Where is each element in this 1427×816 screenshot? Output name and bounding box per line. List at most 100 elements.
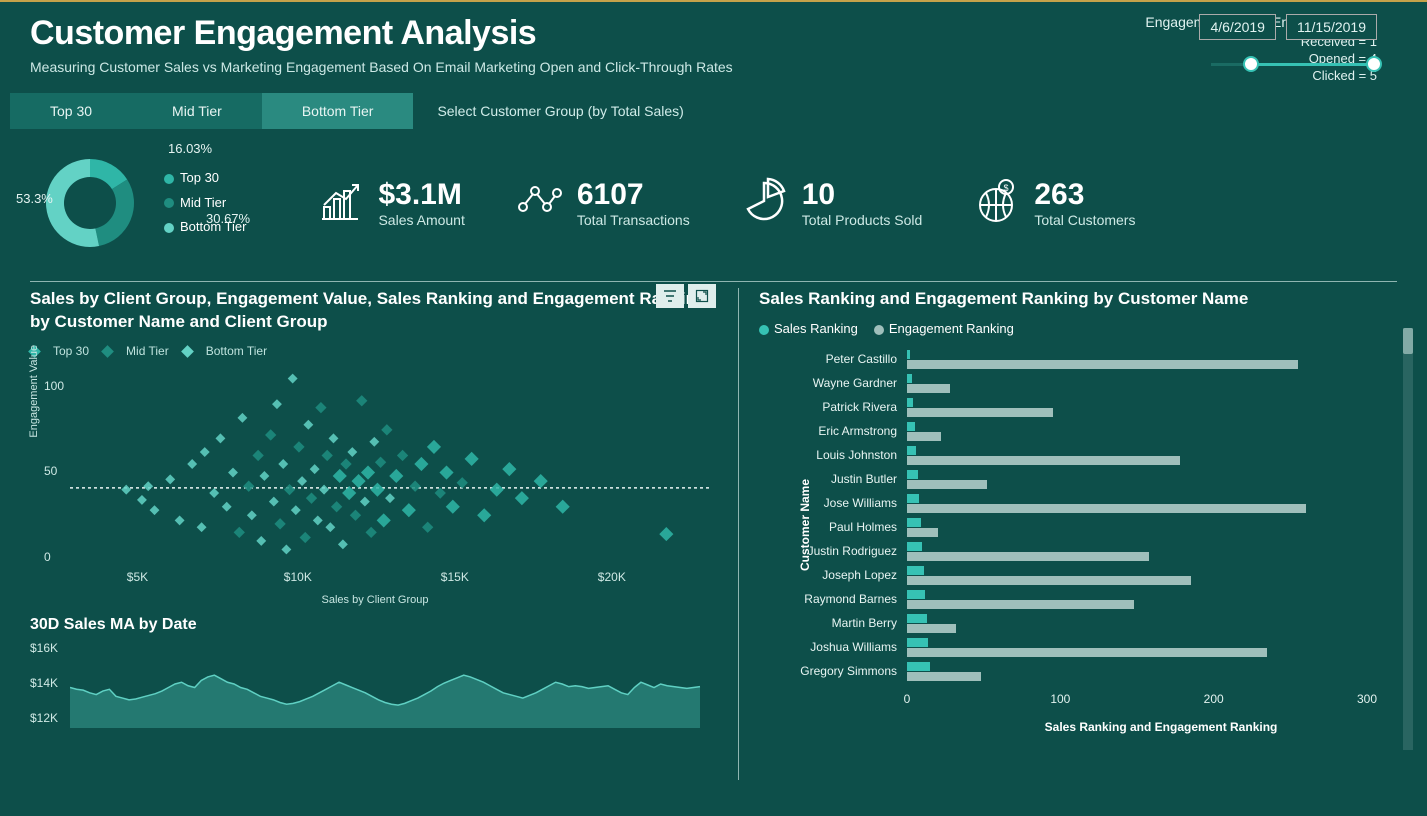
scatter-x-tick: $5K [127, 570, 148, 584]
scatter-y-label: Engagement Value [28, 345, 40, 438]
scatter-legend-item[interactable]: Mid Tier [103, 344, 169, 358]
engagement-ranking-bar [907, 432, 941, 441]
customer-name-label: Gregory Simmons [800, 664, 907, 678]
scatter-legend: Top 30Mid TierBottom Tier [30, 344, 720, 358]
title-block: Customer Engagement Analysis Measuring C… [30, 14, 733, 85]
engagement-ranking-bar [907, 360, 1298, 369]
sales-ranking-bar [907, 614, 927, 623]
ranking-row[interactable]: Paul Holmes [907, 516, 1415, 540]
engagement-ranking-bar [907, 624, 956, 633]
ranking-legend: Sales Ranking Engagement Ranking [759, 321, 1415, 336]
sales-ranking-bar [907, 518, 921, 527]
ranking-row[interactable]: Martin Berry [907, 612, 1415, 636]
focus-mode-icon[interactable] [688, 284, 716, 308]
ranking-row[interactable]: Peter Castillo [907, 348, 1415, 372]
kpi-label: Total Customers [1034, 212, 1135, 228]
right-pane: Sales Ranking and Engagement Ranking by … [738, 288, 1415, 780]
customer-name-label: Joseph Lopez [822, 568, 907, 582]
date-end-input[interactable]: 11/15/2019 [1286, 14, 1377, 40]
scatter-y-tick: 50 [44, 464, 57, 478]
ranking-row[interactable]: Justin Butler [907, 468, 1415, 492]
scatter-x-tick: $15K [441, 570, 469, 584]
right-controls: Engagement Value (Emails) - Max 10 Recei… [917, 14, 1397, 85]
engagement-ranking-bar [907, 384, 950, 393]
engagement-ranking-bar [907, 504, 1306, 513]
svg-text:$: $ [1004, 183, 1009, 193]
globe-pin-icon: $ [972, 177, 1020, 230]
sales-ranking-bar [907, 446, 916, 455]
tab-row: Top 30 Mid Tier Bottom Tier Select Custo… [0, 93, 1427, 129]
kpi-label: Total Products Sold [802, 212, 923, 228]
engagement-ranking-bar [907, 600, 1134, 609]
ranking-row[interactable]: Eric Armstrong [907, 420, 1415, 444]
scatter-svg [70, 364, 710, 574]
slider-thumb-end[interactable] [1366, 56, 1382, 72]
sales-ranking-bar [907, 566, 924, 575]
ranking-legend-item[interactable]: Engagement Ranking [874, 321, 1014, 336]
donut-pct-label: 30.67% [206, 211, 250, 226]
scatter-legend-item[interactable]: Bottom Tier [183, 344, 267, 358]
kpi-value: 263 [1034, 178, 1135, 212]
ranking-row[interactable]: Justin Rodriguez [907, 540, 1415, 564]
ranking-row[interactable]: Gregory Simmons [907, 660, 1415, 684]
donut-pct-label: 53.3% [16, 191, 53, 206]
ranking-row[interactable]: Patrick Rivera [907, 396, 1415, 420]
sales-ranking-bar [907, 422, 915, 431]
sales-ranking-bar [907, 470, 918, 479]
customer-name-label: Justin Butler [831, 472, 907, 486]
kpi-total-customers: $ 263 Total Customers [972, 177, 1135, 230]
tab-top-30[interactable]: Top 30 [10, 93, 132, 129]
scatter-chart: Engagement Value $5K$10K$15K$20K 050100 [70, 364, 710, 592]
kpi-value: 6107 [577, 178, 690, 212]
ranking-row[interactable]: Joseph Lopez [907, 564, 1415, 588]
ranking-title: Sales Ranking and Engagement Ranking by … [759, 288, 1415, 311]
customer-name-label: Raymond Barnes [804, 592, 907, 606]
engagement-ranking-bar [907, 672, 981, 681]
slider-fill [1252, 63, 1374, 66]
ranking-row[interactable]: Raymond Barnes [907, 588, 1415, 612]
kpi-container: $3.1M Sales Amount 6107 Total Transactio… [316, 177, 1135, 230]
page-title: Customer Engagement Analysis [30, 14, 733, 53]
sales-ranking-bar [907, 398, 913, 407]
scrollbar-thumb[interactable] [1403, 328, 1413, 354]
tab-bottom-tier[interactable]: Bottom Tier [262, 93, 414, 129]
area-y-tick: $12K [30, 711, 58, 725]
scatter-title: Sales by Client Group, Engagement Value,… [30, 288, 720, 334]
ranking-row[interactable]: Jose Williams [907, 492, 1415, 516]
date-start-input[interactable]: 4/6/2019 [1199, 14, 1276, 40]
group-tabs: Top 30 Mid Tier Bottom Tier [10, 93, 413, 129]
ranking-x-tick: 100 [1050, 692, 1070, 706]
area-title: 30D Sales MA by Date [30, 616, 720, 634]
page-subtitle: Measuring Customer Sales vs Marketing En… [30, 59, 733, 75]
date-slider[interactable] [1211, 54, 1381, 74]
ranking-x-tick: 0 [904, 692, 911, 706]
sales-ranking-bar [907, 542, 922, 551]
ranking-x-axis: 0100200300 [907, 692, 1415, 716]
sales-ranking-bar [907, 350, 910, 359]
ranking-x-tick: 200 [1204, 692, 1224, 706]
customer-name-label: Eric Armstrong [818, 424, 907, 438]
panel-toolbar [656, 284, 716, 308]
left-pane: Sales by Client Group, Engagement Value,… [30, 288, 720, 780]
kpi-row: Top 30Mid TierBottom Tier 16.03%30.67%53… [0, 129, 1427, 277]
tab-mid-tier[interactable]: Mid Tier [132, 93, 262, 129]
filter-icon[interactable] [656, 284, 684, 308]
kpi-total-transactions: 6107 Total Transactions [515, 177, 690, 230]
network-nodes-icon [515, 177, 563, 230]
kpi-value: $3.1M [378, 178, 464, 212]
customer-name-label: Justin Rodriguez [808, 544, 907, 558]
slider-thumb-start[interactable] [1243, 56, 1259, 72]
ranking-row[interactable]: Louis Johnston [907, 444, 1415, 468]
header: Customer Engagement Analysis Measuring C… [0, 2, 1427, 93]
ranking-row[interactable]: Wayne Gardner [907, 372, 1415, 396]
main-area: Sales by Client Group, Engagement Value,… [0, 282, 1427, 790]
kpi-label: Sales Amount [378, 212, 464, 228]
scatter-x-tick: $20K [598, 570, 626, 584]
customer-name-label: Joshua Williams [810, 640, 907, 654]
scrollbar[interactable] [1403, 328, 1413, 750]
sales-ranking-bar [907, 590, 925, 599]
ranking-legend-item[interactable]: Sales Ranking [759, 321, 858, 336]
ranking-row[interactable]: Joshua Williams [907, 636, 1415, 660]
engagement-ranking-bar [907, 528, 938, 537]
donut-legend-item[interactable]: Top 30 [164, 166, 246, 191]
